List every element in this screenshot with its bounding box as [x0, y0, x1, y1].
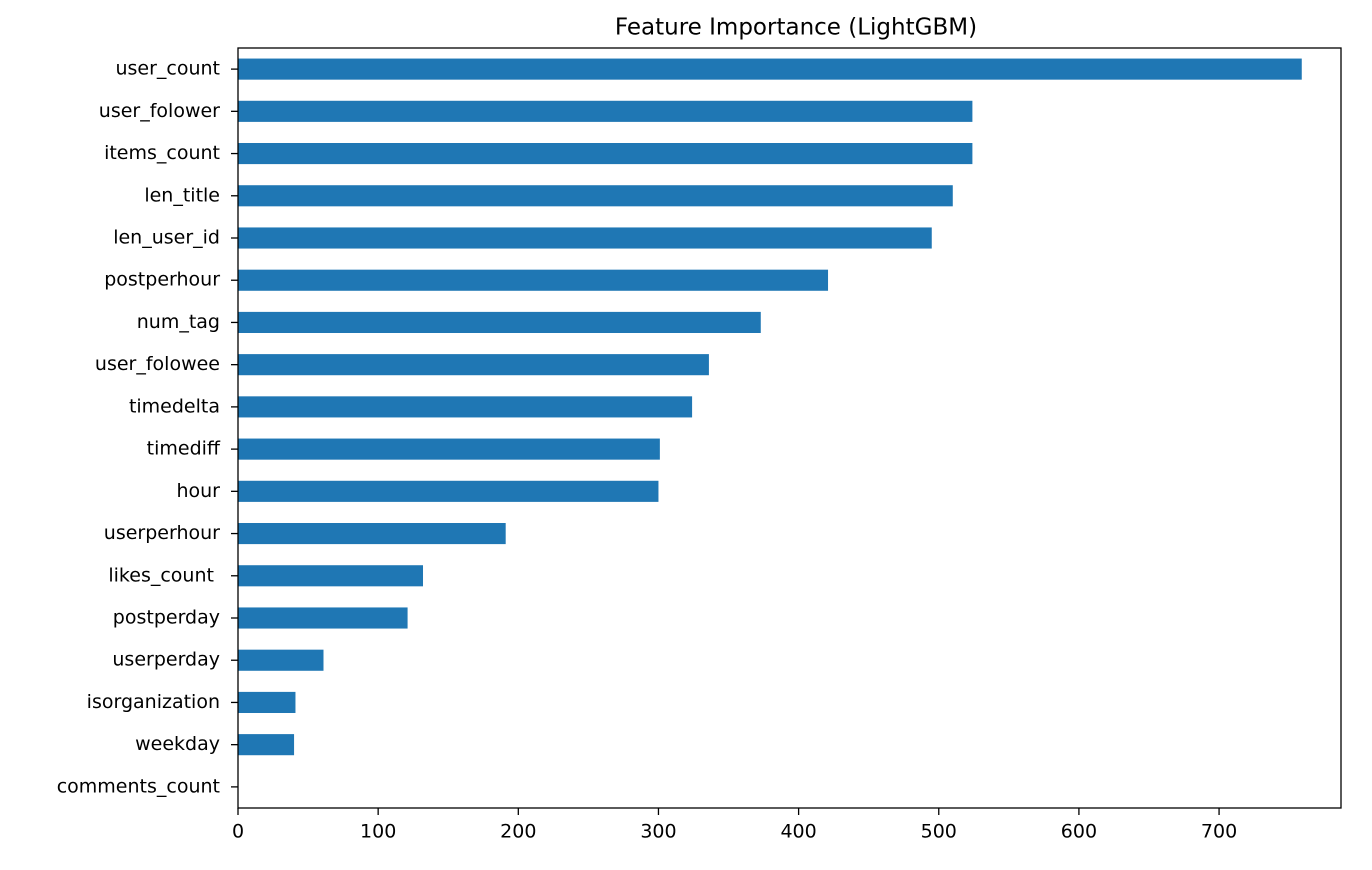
bar: [238, 58, 1302, 80]
bar: [238, 311, 761, 333]
x-tick-label: 600: [1061, 821, 1097, 843]
y-tick-label: user_count: [115, 58, 220, 80]
y-tick-label: likes_count: [108, 564, 220, 586]
x-tick-label: 200: [500, 821, 536, 843]
y-tick-label: len_title: [144, 184, 220, 206]
bar: [238, 227, 932, 249]
y-tick-label: user_folower: [99, 100, 220, 122]
y-tick-label: len_user_id: [113, 227, 220, 249]
y-tick-label: userperday: [112, 649, 220, 671]
bar: [238, 100, 973, 122]
x-tick-label: 500: [921, 821, 957, 843]
bar: [238, 438, 660, 460]
y-tick-label: items_count: [104, 142, 220, 164]
x-tick-label: 0: [232, 821, 244, 843]
bar: [238, 143, 973, 165]
bar: [238, 396, 693, 418]
y-tick-label: timediff: [147, 438, 221, 460]
bar: [238, 354, 709, 376]
chart-title: Feature Importance (LightGBM): [615, 15, 977, 41]
y-tick-label: isorganization: [87, 691, 220, 713]
bar: [238, 649, 324, 671]
bar: [238, 565, 424, 587]
plot-frame: [237, 47, 1342, 809]
y-tick-label: userperhour: [104, 522, 220, 544]
y-tick-label: timedelta: [129, 395, 220, 417]
y-tick-label: postperhour: [104, 269, 220, 291]
bar: [238, 185, 953, 207]
y-tick-label: hour: [176, 480, 220, 502]
y-tick-label: num_tag: [137, 311, 220, 333]
bar: [238, 607, 408, 629]
x-tick-label: 400: [780, 821, 816, 843]
y-tick-label: user_folowee: [95, 353, 220, 375]
bar: [238, 480, 659, 502]
bar: [238, 523, 506, 545]
x-tick-label: 700: [1201, 821, 1237, 843]
y-tick-label: weekday: [135, 733, 220, 755]
x-tick-label: 100: [360, 821, 396, 843]
y-tick-label: postperday: [113, 607, 220, 629]
bar: [238, 691, 296, 713]
bar: [238, 269, 829, 291]
bar: [238, 734, 295, 756]
y-tick-label: comments_count: [57, 775, 220, 797]
x-tick-label: 300: [640, 821, 676, 843]
